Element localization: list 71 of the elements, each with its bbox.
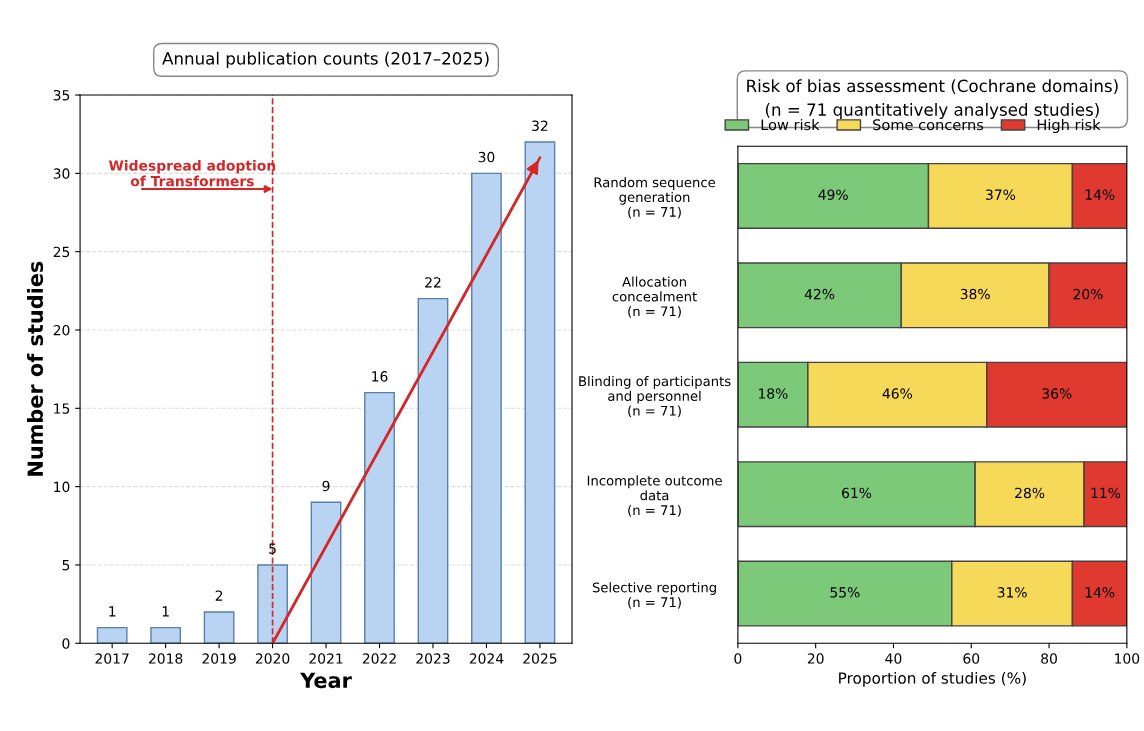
legend-label: Some concerns (873, 119, 984, 131)
annotation: Widespread adoption of Transformers (108, 160, 276, 187)
data-label: 22 (425, 277, 441, 288)
data-label: 28% (1015, 487, 1045, 499)
data-label: 30 (478, 151, 495, 163)
data-label: 31% (997, 587, 1027, 598)
x-tick-label: 60 (963, 653, 980, 664)
y-tick-label: 20 (53, 324, 70, 336)
chart-subtitle: (n = 71 quantitatively analysed studies) (765, 102, 1099, 120)
y-tick-label: 10 (54, 481, 70, 493)
x-tick-label: 20 (807, 653, 824, 664)
data-label: 37% (986, 189, 1016, 200)
x-tick-label: 0 (734, 653, 742, 664)
y-tick-label: 35 (53, 90, 70, 101)
data-label: 9 (322, 480, 330, 492)
data-label: 16 (372, 371, 388, 382)
x-tick-label: 2024 (469, 653, 504, 664)
data-label: 11% (1091, 487, 1121, 499)
x-tick-label: 2023 (416, 653, 450, 664)
y-tick-label: Allocation concealment (n = 71) (612, 276, 697, 318)
x-tick-label: 100 (1115, 653, 1140, 664)
x-axis-title: Year (300, 672, 352, 689)
data-label: 61% (842, 487, 872, 499)
bar (471, 172, 502, 644)
data-label: 38% (960, 288, 990, 300)
x-tick-label: 40 (885, 653, 902, 664)
y-tick-label: 30 (53, 168, 70, 179)
y-tick-label: 25 (53, 246, 70, 258)
x-axis-title: Proportion of studies (%) (839, 672, 1026, 687)
y-tick-label: Incomplete outcome data (n = 71) (587, 475, 722, 517)
data-label: 1 (162, 606, 169, 617)
chart-title: Annual publication counts (2017–2025) (162, 51, 489, 68)
data-label: 14% (1085, 189, 1115, 200)
x-tick-label: 2021 (309, 653, 343, 664)
x-tick-label: 2025 (523, 653, 557, 664)
y-tick-label: 5 (62, 560, 70, 571)
data-label: 5 (269, 543, 276, 554)
x-tick-label: 2020 (255, 653, 290, 664)
data-label: 49% (818, 189, 848, 200)
data-label: 32 (532, 120, 548, 131)
y-axis-title: Number of studies (26, 261, 44, 476)
bar (310, 501, 342, 644)
chart-title: Risk of bias assessment (Cochrane domains) (747, 79, 1118, 95)
x-tick-label: 2019 (202, 653, 236, 664)
x-tick-label: 2018 (148, 653, 183, 664)
y-tick-label: 15 (54, 403, 70, 414)
data-label: 1 (109, 606, 116, 617)
y-tick-label: Random sequence generation (n = 71) (594, 177, 716, 219)
data-label: 55% (830, 587, 860, 598)
y-tick-label: Selective reporting (n = 71) (592, 582, 716, 609)
x-tick-label: 80 (1041, 653, 1057, 664)
bar (150, 626, 182, 644)
data-label: 36% (1042, 388, 1072, 399)
y-tick-label: Blinding of participants and personnel (n = 71) (579, 375, 731, 418)
x-tick-label: 2022 (362, 653, 396, 664)
legend-label: Low risk (761, 118, 820, 131)
data-label: 42% (804, 288, 835, 300)
bar (257, 564, 288, 644)
bar (364, 391, 395, 644)
y-tick-label: 0 (62, 638, 70, 649)
data-label: 46% (882, 388, 913, 399)
data-label: 18% (758, 388, 788, 399)
bar (417, 297, 449, 644)
data-label: 14% (1085, 587, 1115, 598)
legend-label: High risk (1037, 118, 1101, 134)
bar (524, 141, 556, 644)
bar (203, 611, 235, 644)
data-label: 20% (1073, 288, 1103, 300)
data-label: 2 (215, 590, 223, 601)
bar (96, 626, 128, 644)
x-tick-label: 2017 (95, 653, 129, 664)
